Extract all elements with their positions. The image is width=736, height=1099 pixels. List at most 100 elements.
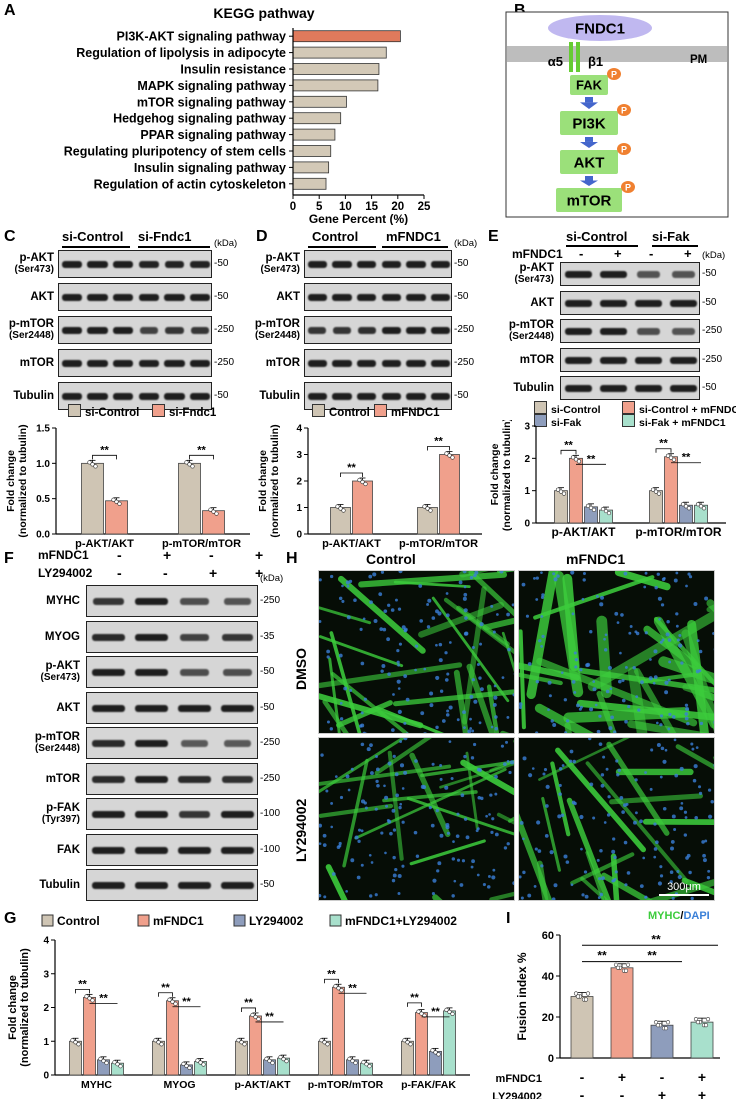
nucleus — [671, 896, 675, 900]
nucleus — [611, 879, 615, 883]
nucleus — [469, 575, 474, 580]
legend-swatch — [329, 914, 342, 927]
data-point — [364, 1062, 369, 1067]
y-tick-label: 0.5 — [36, 494, 50, 505]
nucleus — [475, 829, 479, 833]
nucleus — [360, 863, 364, 867]
nucleus — [415, 854, 420, 858]
protein-band — [164, 393, 185, 400]
nucleus — [357, 839, 361, 843]
nucleus — [654, 585, 658, 590]
bar — [249, 1015, 262, 1076]
protein-band — [431, 294, 451, 301]
nucleus — [571, 612, 575, 616]
myotube — [609, 793, 704, 805]
nucleus — [675, 571, 679, 575]
legend-label: si-Control — [551, 404, 601, 416]
nucleus — [621, 698, 626, 703]
myotube — [533, 575, 655, 620]
data-point — [336, 986, 341, 991]
blot-label-line: (Ser473) — [14, 264, 54, 275]
nucleus — [360, 829, 364, 833]
kda-unit: (kDa) — [260, 573, 284, 584]
nucleus — [439, 689, 444, 693]
nucleus — [459, 883, 464, 887]
data-point — [73, 1040, 78, 1045]
nucleus — [383, 609, 388, 614]
myotube — [322, 699, 349, 733]
protein-band — [179, 811, 210, 818]
x-tick-label: 25 — [418, 201, 431, 213]
group-underline — [138, 246, 210, 248]
kda-marker: -50 — [702, 382, 717, 393]
bar — [292, 30, 401, 43]
condition-sign: - — [579, 246, 584, 261]
nucleus — [612, 837, 616, 841]
nucleus — [508, 770, 512, 775]
nucleus — [659, 640, 663, 644]
nucleus — [620, 613, 624, 617]
myotube — [658, 656, 714, 685]
protein-band — [357, 327, 376, 334]
protein-band — [599, 271, 628, 278]
nucleus — [589, 707, 594, 712]
nucleus — [560, 671, 564, 674]
nucleus — [399, 740, 403, 743]
nucleus — [506, 842, 510, 846]
kda-marker: -50 — [702, 268, 717, 279]
data-point — [433, 1050, 438, 1055]
bar — [401, 1040, 414, 1076]
nucleus — [397, 892, 401, 896]
data-point — [680, 502, 686, 507]
nucleus — [657, 881, 663, 886]
nucleus — [519, 702, 523, 707]
kda-marker: -50 — [214, 258, 229, 269]
blot-label-line: (Ser473) — [514, 274, 554, 285]
data-point — [705, 1017, 711, 1022]
protein-band — [178, 775, 211, 783]
nucleus — [563, 854, 568, 859]
category-label: p-mTOR/mTOR — [635, 525, 722, 539]
data-point — [250, 1012, 255, 1018]
nucleus — [432, 878, 437, 883]
data-point — [70, 1038, 75, 1043]
nucleus — [548, 694, 552, 698]
protein-band — [164, 360, 185, 367]
nucleus — [445, 825, 450, 830]
nucleus — [392, 693, 395, 696]
nucleus — [608, 726, 613, 731]
data-point — [367, 1064, 372, 1069]
kda-marker: -250 — [454, 324, 475, 335]
blot-label-line: (Ser2448) — [34, 743, 80, 754]
myotube — [519, 662, 580, 681]
myotube — [325, 864, 348, 900]
nucleus — [573, 651, 577, 655]
y-tick-label: 1 — [296, 503, 302, 514]
sig-bracket — [655, 448, 672, 453]
legend-swatch — [41, 914, 54, 927]
nucleus — [396, 660, 400, 664]
y-tick-label: 1.5 — [36, 424, 50, 435]
nucleus — [478, 721, 482, 725]
legend-label: mFNDC1 — [391, 407, 440, 419]
nucleus — [704, 839, 708, 843]
nucleus — [656, 742, 661, 747]
nucleus — [670, 846, 675, 851]
nucleus — [653, 675, 658, 680]
legend-label: si-Fndc1 — [169, 407, 217, 419]
nucleus — [660, 603, 665, 607]
bar — [330, 507, 351, 535]
nucleus — [621, 810, 625, 814]
protein-band — [134, 704, 169, 712]
sig-label: ** — [431, 1006, 440, 1018]
nucleus — [456, 718, 460, 722]
nucleus — [448, 705, 453, 710]
kda-unit: (kDa) — [702, 250, 726, 261]
sig-label: ** — [434, 436, 443, 448]
y-tick-label: 1.0 — [36, 459, 50, 470]
nucleus — [600, 773, 605, 777]
nucleus — [507, 647, 511, 652]
nucleus — [375, 779, 379, 784]
blot-image — [58, 250, 212, 278]
sig-bracket — [158, 992, 173, 997]
